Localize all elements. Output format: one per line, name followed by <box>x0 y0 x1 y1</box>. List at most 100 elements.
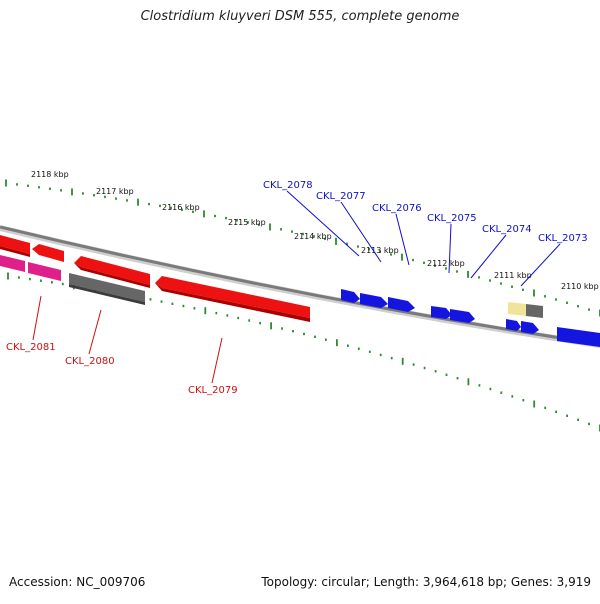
tick-mark <box>292 330 294 333</box>
tick-mark <box>160 300 163 303</box>
tick-mark <box>137 198 139 206</box>
tick-mark <box>247 221 249 224</box>
gene-arrow[interactable] <box>69 273 145 302</box>
gene-arrow[interactable] <box>506 319 521 331</box>
gene-arrow[interactable] <box>521 321 539 334</box>
tick-mark <box>61 282 64 286</box>
tick-mark <box>192 210 194 213</box>
tick-mark <box>237 316 240 320</box>
tick-mark <box>335 237 337 245</box>
gene-arrow[interactable] <box>0 255 25 272</box>
tick-mark <box>159 204 161 208</box>
tick-mark <box>544 406 547 410</box>
accession-text: Accession: NC_009706 <box>9 575 146 589</box>
gene-label-ckl-2076[interactable]: CKL_2076 <box>372 203 422 214</box>
tick-mark <box>511 285 513 288</box>
gene-label-ckl-2074[interactable]: CKL_2074 <box>482 224 532 235</box>
tick-mark <box>303 332 305 336</box>
scale-label: 2110 kbp <box>561 282 599 291</box>
gene-label-ckl-2073[interactable]: CKL_2073 <box>538 233 588 244</box>
tick-mark <box>280 228 282 231</box>
gene-arrow[interactable] <box>0 246 30 257</box>
gene-arrow[interactable] <box>450 309 475 323</box>
gene-box[interactable] <box>526 304 543 318</box>
tick-mark <box>555 410 557 413</box>
gene-arrow[interactable] <box>360 293 388 308</box>
gene-arrow[interactable] <box>0 235 30 254</box>
gene-arrow[interactable] <box>341 289 360 303</box>
tick-mark <box>588 422 590 426</box>
tick-mark <box>171 302 174 305</box>
tick-mark <box>379 353 382 357</box>
gene-label-ckl-2080[interactable]: CKL_2080 <box>65 356 115 367</box>
gene-arrow[interactable] <box>28 262 61 281</box>
gene-label-ckl-2079[interactable]: CKL_2079 <box>188 385 238 396</box>
tick-mark <box>346 242 348 246</box>
gene-arrow[interactable] <box>74 263 150 288</box>
tick-mark <box>577 418 579 421</box>
gene-arrow[interactable] <box>32 244 64 262</box>
tick-mark <box>522 399 525 402</box>
tick-mark <box>347 344 349 347</box>
genome-title: Clostridium kluyveri DSM 555, complete g… <box>140 9 460 24</box>
scale-label: 2112 kbp <box>427 259 465 268</box>
tick-mark <box>27 184 29 187</box>
scale-label: 2115 kbp <box>228 218 266 227</box>
leader-line <box>340 201 382 263</box>
tick-mark <box>434 370 437 373</box>
tick-mark <box>225 216 227 220</box>
scale-label: 2117 kbp <box>96 187 134 196</box>
tick-mark <box>445 267 447 270</box>
tick-mark <box>148 202 150 206</box>
tick-mark <box>412 363 415 366</box>
gene-label-ckl-2078[interactable]: CKL_2078 <box>263 180 313 191</box>
tick-mark <box>336 339 338 347</box>
gene-arrow[interactable] <box>155 283 310 322</box>
leader-lines <box>32 190 561 384</box>
tick-mark <box>478 276 480 279</box>
tick-mark <box>423 261 425 264</box>
tick-mark <box>544 295 546 298</box>
tick-mark <box>456 270 458 273</box>
tick-mark <box>29 277 31 281</box>
gene-arrow[interactable] <box>74 256 150 285</box>
tick-mark <box>126 199 128 202</box>
tick-mark <box>16 183 18 186</box>
tick-mark <box>281 327 283 330</box>
tick-mark <box>325 338 327 341</box>
scale-label: 2116 kbp <box>162 203 200 212</box>
tick-mark <box>313 235 315 238</box>
tick-mark <box>203 210 205 218</box>
leader-line <box>88 309 102 355</box>
tick-mark <box>555 298 557 301</box>
tick-mark <box>51 281 53 284</box>
gene-arrow[interactable] <box>388 297 415 312</box>
tick-mark <box>423 366 426 370</box>
tick-mark <box>181 208 183 211</box>
gene-label-ckl-2077[interactable]: CKL_2077 <box>316 191 366 202</box>
gene-arrow[interactable] <box>557 327 600 347</box>
outer-tick-ring <box>5 179 600 317</box>
scale-label: 2113 kbp <box>361 246 399 255</box>
tick-mark <box>390 356 393 360</box>
gene-box[interactable] <box>508 302 526 316</box>
tick-mark <box>170 206 172 210</box>
tick-mark <box>226 314 229 317</box>
tick-mark <box>71 188 73 196</box>
gene-label-ckl-2075[interactable]: CKL_2075 <box>427 213 477 224</box>
tick-mark <box>533 400 536 408</box>
gene-label-ckl-2081[interactable]: CKL_2081 <box>6 342 56 353</box>
tick-mark <box>314 335 316 338</box>
gene-arrow[interactable] <box>431 306 452 319</box>
scale-labels: 2118 kbp 2117 kbp 2116 kbp 2115 kbp 2114… <box>31 170 599 291</box>
tick-mark <box>401 357 404 365</box>
tick-mark <box>456 377 459 380</box>
tick-mark <box>270 322 272 330</box>
gene-arrow[interactable] <box>69 284 145 305</box>
tick-mark <box>357 245 359 248</box>
gene-arrow[interactable] <box>155 276 310 318</box>
leader-line <box>286 190 360 257</box>
reverse-genes <box>0 235 310 322</box>
tick-mark <box>5 179 7 187</box>
